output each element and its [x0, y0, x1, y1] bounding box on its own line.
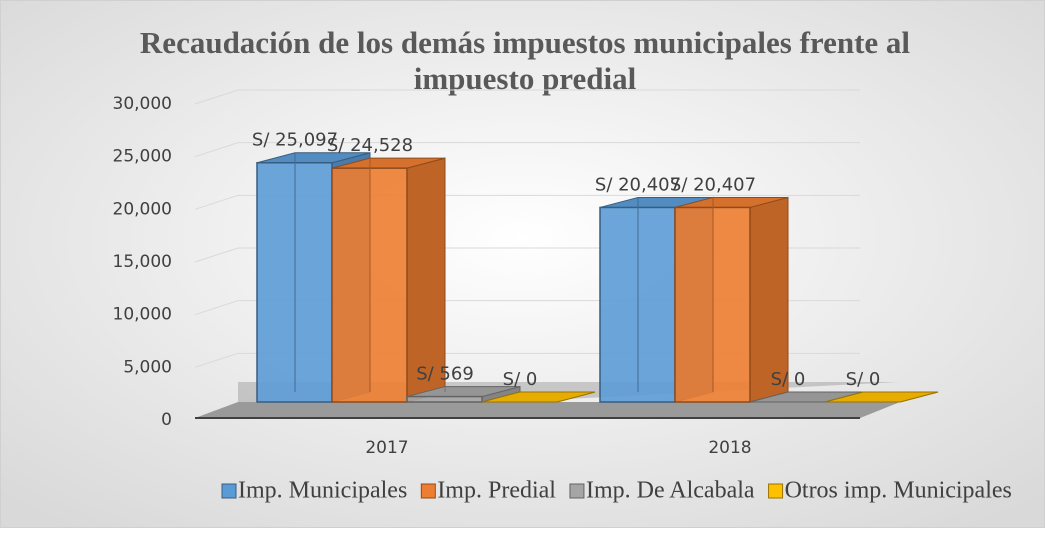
- legend-label: Imp. Municipales: [238, 478, 407, 504]
- x-tick-label: 2018: [708, 438, 751, 458]
- bar: [824, 391, 939, 403]
- y-tick-label: 5,000: [123, 357, 172, 377]
- legend-swatch: [221, 483, 237, 499]
- data-label: S/ 0: [503, 369, 538, 390]
- legend-label: Imp. De Alcabala: [586, 478, 755, 504]
- legend-label: Otros imp. Municipales: [785, 478, 1012, 504]
- legend-swatch: [569, 483, 585, 499]
- legend-label: Imp. Predial: [437, 478, 556, 504]
- y-tick-label: 25,000: [113, 147, 172, 167]
- data-label: S/ 569: [416, 364, 474, 385]
- grid-line: [194, 89, 860, 105]
- grid-line: [194, 142, 860, 158]
- bar-front: [406, 395, 483, 403]
- x-tick-label: 2017: [365, 438, 408, 458]
- data-label: S/ 25,097: [252, 130, 338, 151]
- y-tick-label: 10,000: [113, 305, 172, 325]
- y-tick-label: 20,000: [113, 199, 172, 219]
- y-tick-label: 30,000: [113, 94, 172, 114]
- bar-top: [481, 391, 596, 403]
- grid-line: [194, 194, 860, 210]
- data-label: S/ 24,528: [327, 135, 413, 156]
- legend-swatch: [420, 483, 436, 499]
- bar: [331, 157, 446, 403]
- bar: [674, 196, 789, 403]
- bar: [481, 391, 596, 403]
- data-label: S/ 20,407: [670, 174, 756, 195]
- data-label: S/ 0: [846, 369, 881, 390]
- floor-top: [195, 402, 900, 418]
- legend-swatch: [768, 483, 784, 499]
- data-label: S/ 20,407: [595, 174, 681, 195]
- y-tick-label: 15,000: [113, 252, 172, 272]
- bar-top: [824, 391, 939, 403]
- data-label: S/ 0: [771, 369, 806, 390]
- y-tick-label: 0: [161, 410, 172, 430]
- bar: [406, 385, 521, 403]
